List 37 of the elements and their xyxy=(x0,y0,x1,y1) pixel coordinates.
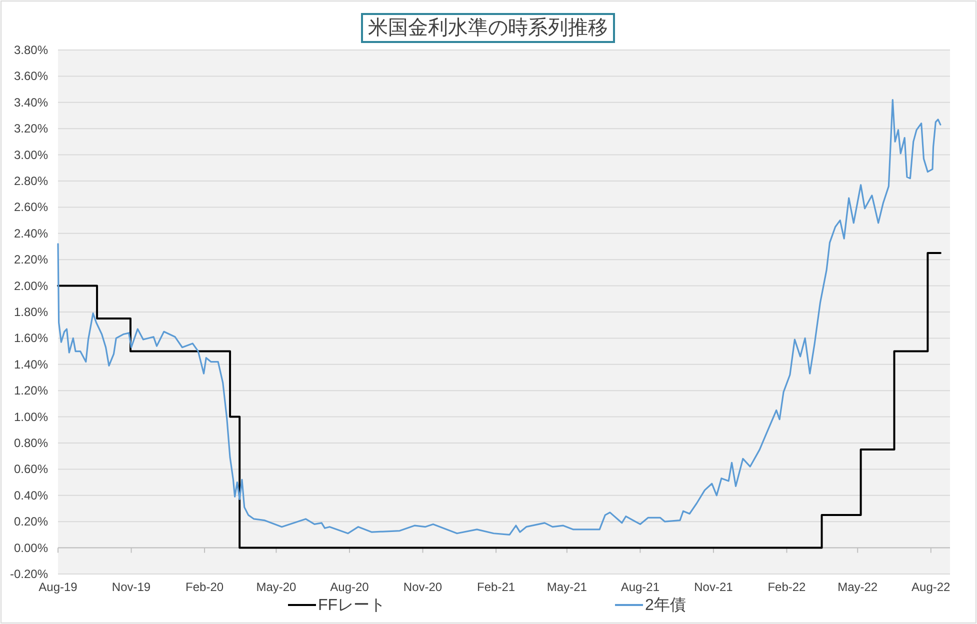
y-tick-label: 1.60% xyxy=(14,331,48,346)
y-tick-label: 3.20% xyxy=(14,122,48,136)
x-tick-label: Aug-22 xyxy=(912,580,951,594)
y-tick-label: 3.40% xyxy=(14,95,48,110)
y-tick-label: 2.00% xyxy=(14,278,48,293)
y-tick-label: -0.20% xyxy=(10,567,48,581)
legend-label: 2年債 xyxy=(645,597,686,614)
x-tick-label: Feb-20 xyxy=(186,580,224,594)
y-tick-label: 0.40% xyxy=(14,488,48,502)
y-tick-label: 3.00% xyxy=(14,148,48,162)
x-tick-label: Aug-21 xyxy=(620,580,660,594)
x-tick-label: May-20 xyxy=(256,580,297,594)
y-tick-label: 3.80% xyxy=(14,43,48,57)
y-tick-label: 1.20% xyxy=(14,384,48,398)
y-tick-label: 1.80% xyxy=(14,305,48,319)
y-tick-label: 0.00% xyxy=(14,540,48,555)
y-tick-label: 3.60% xyxy=(14,69,48,84)
y-tick-label: 2.80% xyxy=(14,174,48,188)
y-tick-label: 1.00% xyxy=(14,410,48,424)
legend-label: FFレート xyxy=(318,597,386,614)
y-tick-label: 0.80% xyxy=(14,436,48,450)
x-tick-label: Nov-19 xyxy=(112,580,151,594)
y-tick-label: 0.60% xyxy=(14,462,48,476)
x-tick-label: Aug-19 xyxy=(38,580,78,594)
y-tick-label: 2.60% xyxy=(14,200,48,214)
x-tick-label: Feb-22 xyxy=(768,580,806,594)
x-tick-label: Nov-20 xyxy=(403,580,442,594)
x-tick-label: May-22 xyxy=(838,580,878,594)
x-tick-label: May-21 xyxy=(546,580,588,594)
y-tick-label: 1.40% xyxy=(14,357,48,372)
y-tick-label: 2.40% xyxy=(14,226,48,240)
y-tick-label: 2.20% xyxy=(14,252,48,267)
x-tick-label: Nov-21 xyxy=(694,580,734,594)
chart-title: 米国金利水準の時系列推移 xyxy=(368,17,608,39)
x-tick-label: Aug-20 xyxy=(330,580,370,594)
y-tick-label: 0.20% xyxy=(14,514,48,529)
x-tick-label: Feb-21 xyxy=(477,580,516,594)
